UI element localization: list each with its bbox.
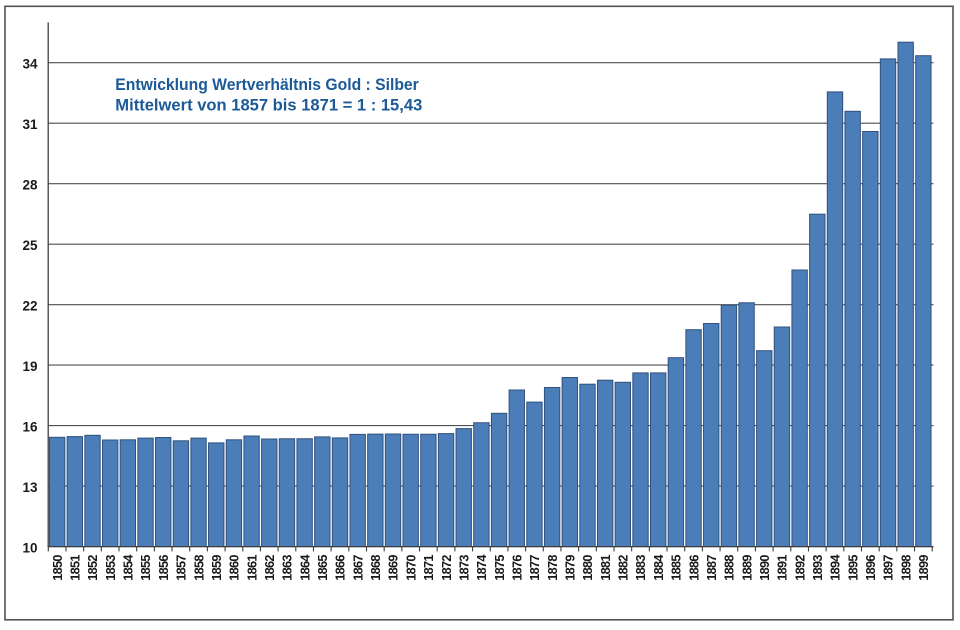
svg-text:28: 28 <box>22 178 38 193</box>
svg-text:19: 19 <box>22 359 37 374</box>
svg-text:1875: 1875 <box>493 555 507 581</box>
svg-text:1878: 1878 <box>546 555 560 581</box>
svg-text:1887: 1887 <box>705 555 719 581</box>
svg-text:1858: 1858 <box>192 555 206 581</box>
svg-text:1897: 1897 <box>882 555 896 581</box>
svg-text:1852: 1852 <box>86 555 100 581</box>
svg-text:1860: 1860 <box>228 555 242 581</box>
svg-text:1899: 1899 <box>917 555 931 581</box>
svg-text:1871: 1871 <box>422 555 436 581</box>
svg-text:1891: 1891 <box>776 555 790 581</box>
svg-text:Entwicklung Wertverhältnis Gol: Entwicklung Wertverhältnis Gold : Silber <box>115 76 419 94</box>
svg-text:1895: 1895 <box>846 555 860 581</box>
svg-text:1853: 1853 <box>104 555 118 581</box>
svg-text:1863: 1863 <box>281 555 295 581</box>
svg-text:1888: 1888 <box>723 555 737 581</box>
svg-text:1866: 1866 <box>334 555 348 581</box>
svg-text:31: 31 <box>22 117 38 132</box>
svg-text:1864: 1864 <box>298 555 312 581</box>
svg-text:1870: 1870 <box>404 555 418 581</box>
svg-text:10: 10 <box>22 541 37 556</box>
svg-text:34: 34 <box>22 57 38 72</box>
svg-text:1877: 1877 <box>528 555 542 581</box>
svg-text:1859: 1859 <box>210 555 224 581</box>
svg-text:1876: 1876 <box>510 555 524 581</box>
svg-text:1890: 1890 <box>758 555 772 581</box>
svg-text:1862: 1862 <box>263 555 277 581</box>
svg-text:1857: 1857 <box>175 555 189 581</box>
svg-text:1884: 1884 <box>652 555 666 581</box>
svg-text:1889: 1889 <box>740 555 754 581</box>
svg-text:1892: 1892 <box>793 555 807 581</box>
svg-text:22: 22 <box>22 299 37 314</box>
svg-text:13: 13 <box>22 480 38 495</box>
svg-text:1850: 1850 <box>51 555 65 581</box>
svg-text:25: 25 <box>22 238 38 253</box>
svg-text:1882: 1882 <box>617 555 631 581</box>
svg-text:1885: 1885 <box>670 555 684 581</box>
svg-text:1886: 1886 <box>687 555 701 581</box>
svg-text:1861: 1861 <box>245 555 259 581</box>
svg-text:1855: 1855 <box>139 555 153 581</box>
svg-text:1898: 1898 <box>899 555 913 581</box>
svg-text:1883: 1883 <box>634 555 648 581</box>
svg-text:Mittelwert von 1857 bis 1871 =: Mittelwert von 1857 bis 1871 = 1 : 15,43 <box>115 97 422 115</box>
svg-text:1881: 1881 <box>599 555 613 581</box>
svg-text:1865: 1865 <box>316 555 330 581</box>
svg-text:16: 16 <box>22 420 38 435</box>
svg-text:1854: 1854 <box>122 555 136 581</box>
svg-text:1868: 1868 <box>369 555 383 581</box>
svg-text:1873: 1873 <box>457 555 471 581</box>
svg-text:1869: 1869 <box>387 555 401 581</box>
svg-text:1867: 1867 <box>351 555 365 581</box>
svg-text:1893: 1893 <box>811 555 825 581</box>
svg-text:1874: 1874 <box>475 555 489 581</box>
svg-text:1880: 1880 <box>581 555 595 581</box>
svg-text:1851: 1851 <box>69 555 83 581</box>
svg-text:1856: 1856 <box>157 555 171 581</box>
svg-text:1894: 1894 <box>829 555 843 581</box>
svg-text:1896: 1896 <box>864 555 878 581</box>
svg-text:1872: 1872 <box>440 555 454 581</box>
svg-text:1879: 1879 <box>564 555 578 581</box>
